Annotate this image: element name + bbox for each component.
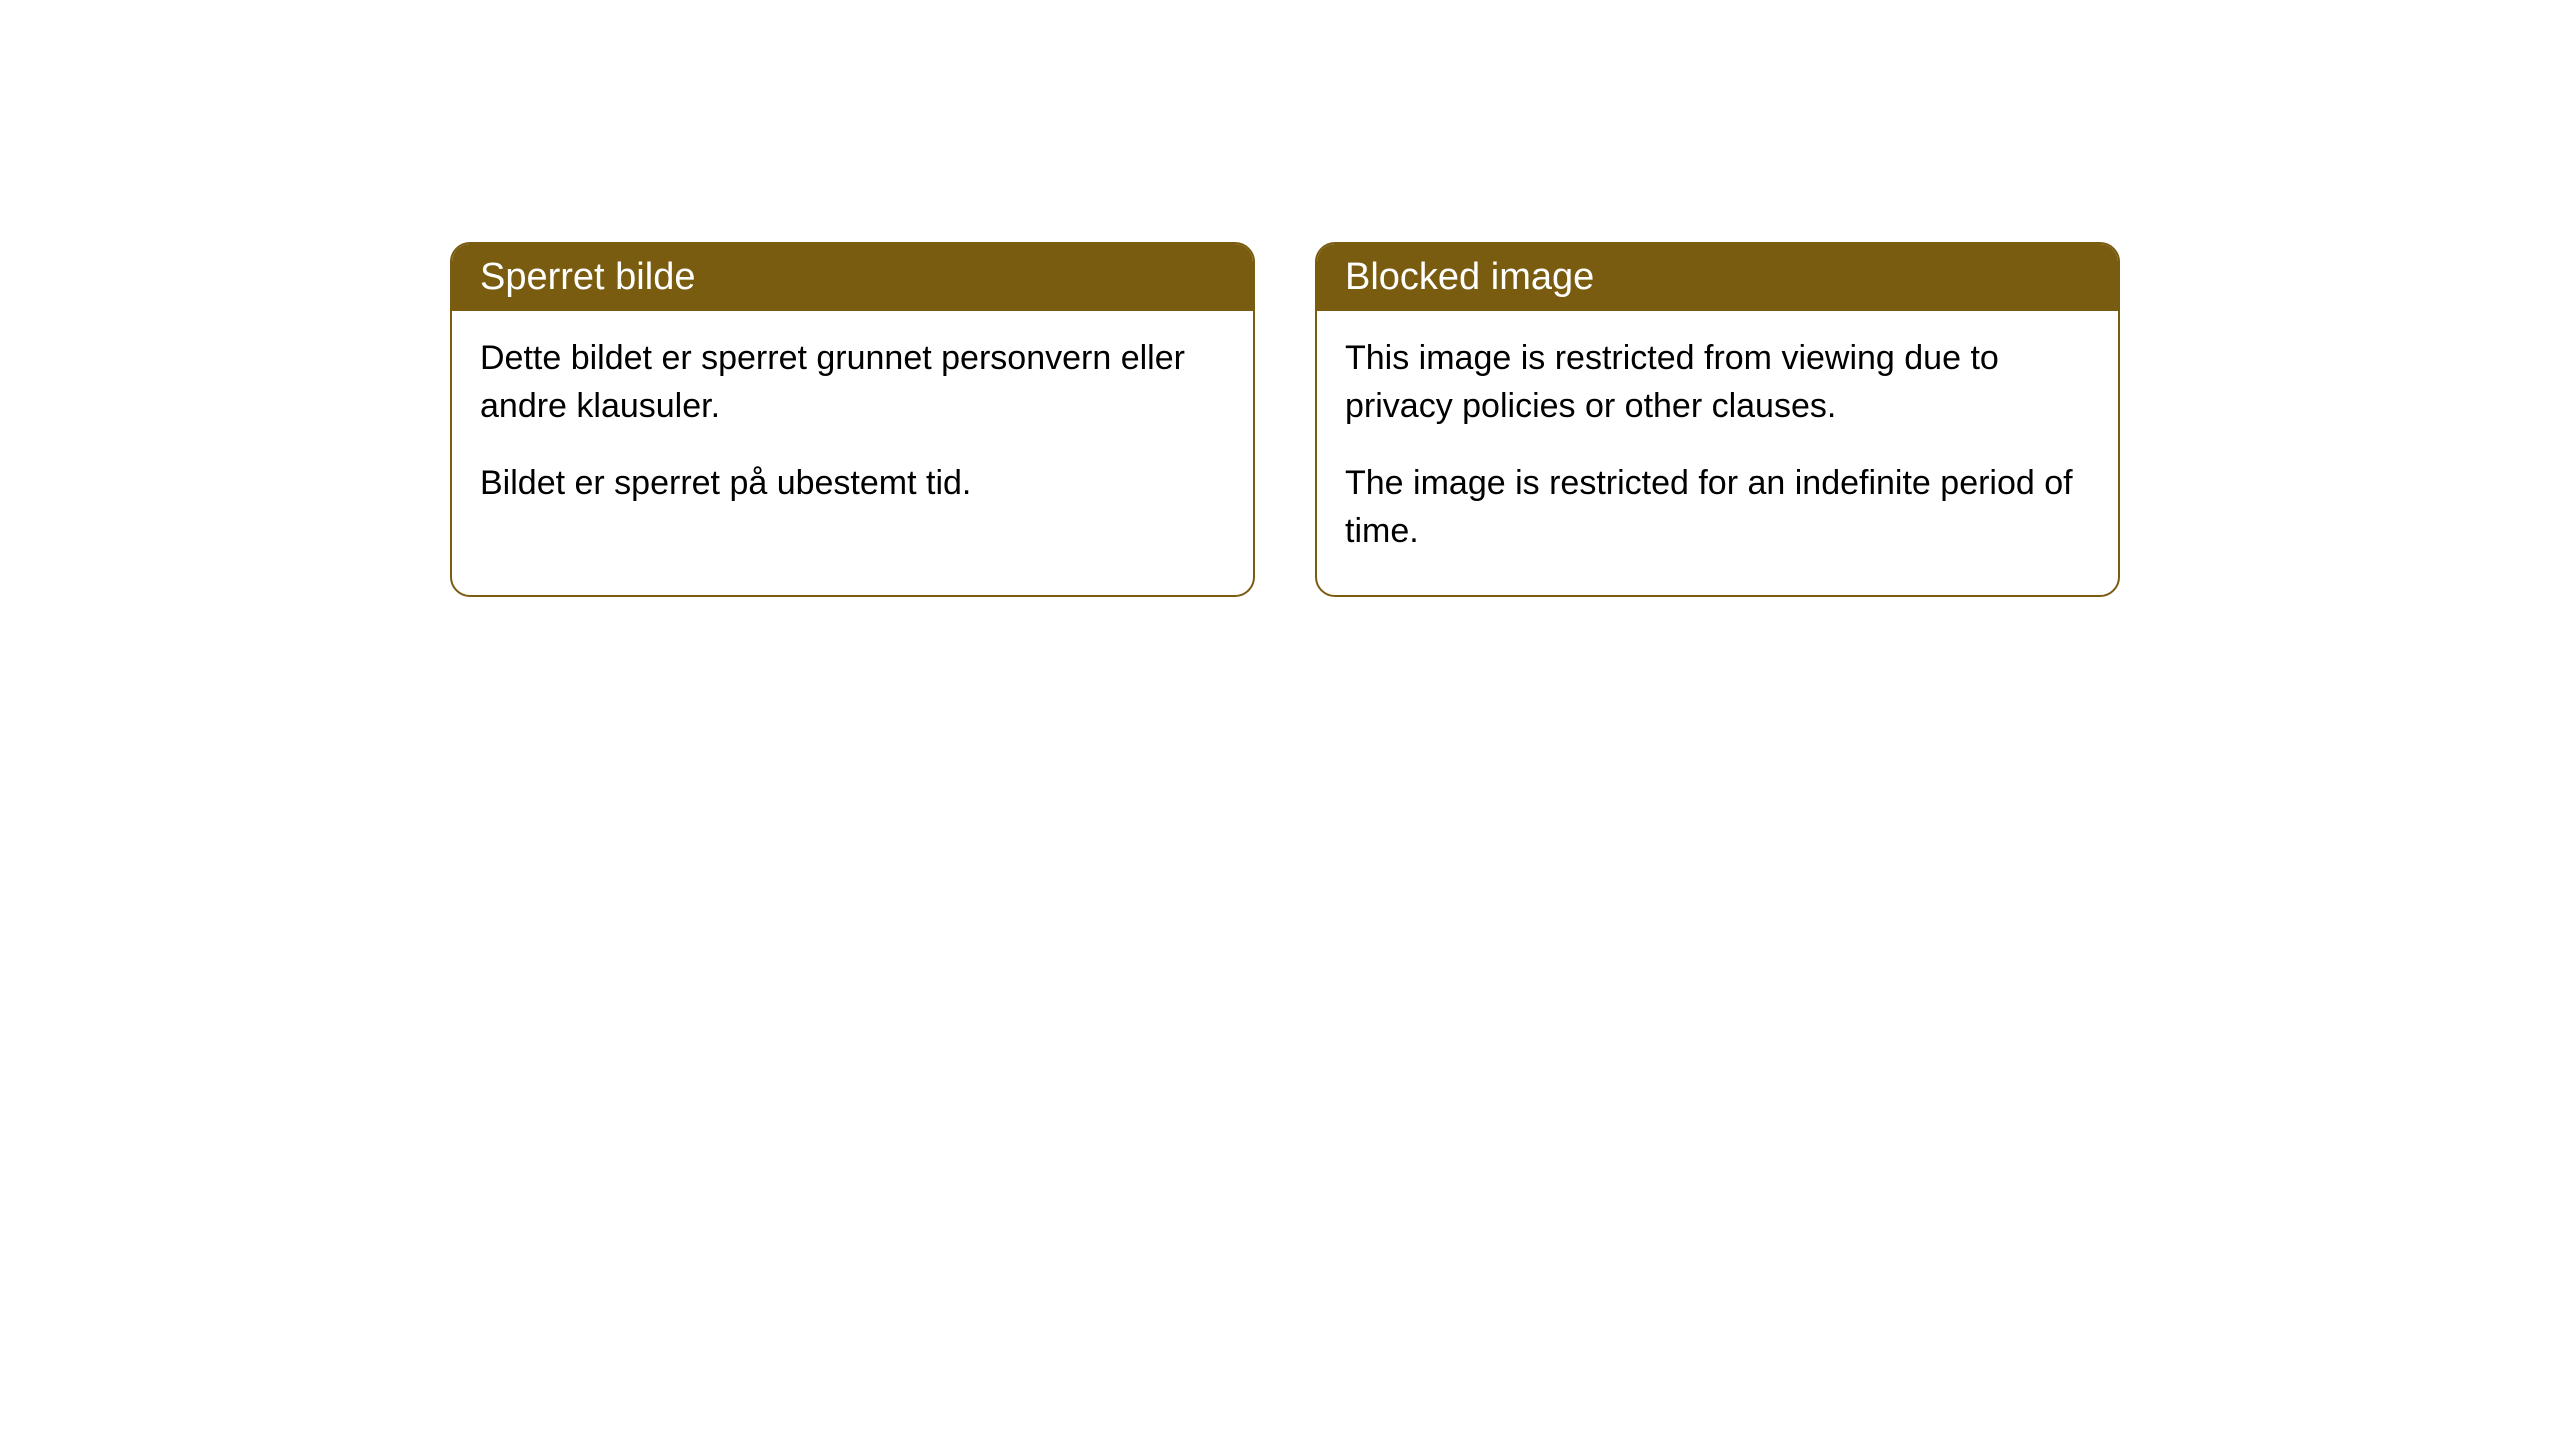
notice-title-norwegian: Sperret bilde: [480, 256, 695, 298]
notice-paragraph-2-norwegian: Bildet er sperret på ubestemt tid.: [480, 460, 1225, 508]
notice-paragraph-1-norwegian: Dette bildet er sperret grunnet personve…: [480, 335, 1225, 430]
notice-body-norwegian: Dette bildet er sperret grunnet personve…: [452, 311, 1253, 548]
notice-card-norwegian: Sperret bilde Dette bildet er sperret gr…: [450, 242, 1255, 597]
notice-title-english: Blocked image: [1345, 256, 1594, 298]
notice-body-english: This image is restricted from viewing du…: [1317, 311, 2118, 595]
notice-card-english: Blocked image This image is restricted f…: [1315, 242, 2120, 597]
notice-container: Sperret bilde Dette bildet er sperret gr…: [450, 242, 2120, 597]
notice-header-english: Blocked image: [1317, 244, 2118, 311]
notice-header-norwegian: Sperret bilde: [452, 244, 1253, 311]
notice-paragraph-1-english: This image is restricted from viewing du…: [1345, 335, 2090, 430]
notice-paragraph-2-english: The image is restricted for an indefinit…: [1345, 460, 2090, 555]
